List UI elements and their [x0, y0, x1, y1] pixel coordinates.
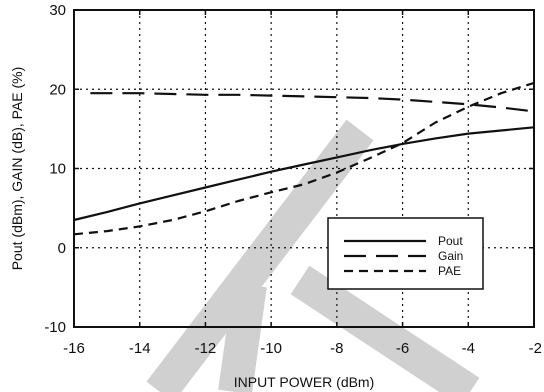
- series-line-pout: [73, 126, 535, 222]
- y-tick-label: 10: [49, 161, 66, 178]
- x-tick-label: -2: [529, 340, 542, 357]
- legend-label-gain: Gain: [438, 249, 463, 263]
- x-tick-label: -14: [129, 340, 151, 357]
- x-tick-label: -12: [195, 340, 217, 357]
- y-tick-label: 20: [49, 81, 66, 98]
- y-tick-label: -10: [44, 319, 66, 336]
- legend-box: [327, 217, 484, 290]
- x-axis-title: INPUT POWER (dBm): [234, 374, 375, 390]
- x-tick-label: -8: [330, 340, 343, 357]
- x-tick-label: -16: [63, 340, 85, 357]
- y-tick-label: 0: [58, 240, 66, 257]
- x-tick-label: -10: [260, 340, 282, 357]
- legend-label-pae: PAE: [438, 264, 461, 278]
- watermark-stroke: [218, 282, 267, 392]
- y-axis-title: Pout (dBm), GAIN (dB), PAE (%): [9, 67, 25, 271]
- series-layer: [73, 81, 535, 236]
- series-line-pae: [73, 81, 535, 236]
- x-tick-label: -6: [396, 340, 409, 357]
- watermark: [146, 119, 480, 392]
- series-line-gain: [90, 92, 535, 113]
- legend-label-pout: Pout: [438, 234, 463, 248]
- y-tick-label: 30: [49, 2, 66, 19]
- watermark-stroke: [146, 119, 374, 392]
- x-tick-label: -4: [462, 340, 475, 357]
- watermark-stroke: [290, 265, 480, 392]
- tick-layer: -16 -14 -12 -10 -8 -6 -4 -2 -10 0 10 20 30: [44, 2, 542, 357]
